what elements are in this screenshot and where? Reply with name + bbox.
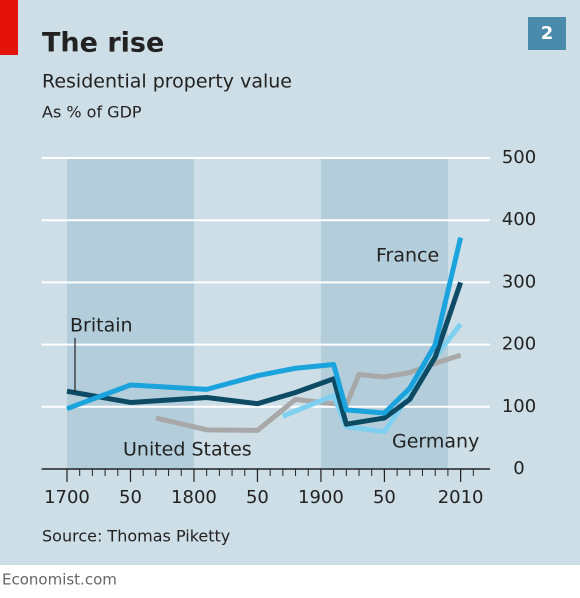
unit-label: As % of GDP — [42, 103, 142, 122]
y-tick-label: 500 — [502, 147, 536, 168]
x-tick-label: 50 — [373, 487, 396, 508]
x-tick-label: 50 — [119, 487, 142, 508]
badge: 2 — [541, 23, 554, 44]
series-label: Germany — [392, 431, 479, 453]
shaded-band — [320, 158, 448, 469]
x-tick-label: 1700 — [44, 487, 90, 508]
series-label: United States — [123, 439, 252, 461]
x-tick-label: 1800 — [171, 487, 217, 508]
badge-box — [528, 17, 566, 50]
line — [66, 281, 463, 427]
footer: Economist.com — [2, 571, 117, 589]
chart-title: The rise — [42, 28, 164, 59]
shaded-band — [66, 158, 194, 469]
subtitle: Residential property value — [42, 71, 292, 93]
x-tick-label: 2010 — [438, 487, 484, 508]
line — [66, 237, 464, 416]
red-tag — [0, 0, 18, 55]
x-tick-label: 50 — [246, 487, 269, 508]
y-tick-label: 0 — [513, 458, 524, 479]
series-label: Britain — [70, 315, 133, 337]
y-tick-label: 100 — [502, 396, 536, 417]
source: Source: Thomas Piketty — [42, 527, 230, 546]
y-tick-label: 300 — [502, 271, 536, 292]
y-tick-label: 200 — [502, 334, 536, 355]
x-tick-label: 1900 — [298, 487, 344, 508]
y-tick-label: 400 — [502, 209, 536, 230]
footer-strip — [0, 565, 580, 598]
series-label: France — [376, 245, 439, 267]
